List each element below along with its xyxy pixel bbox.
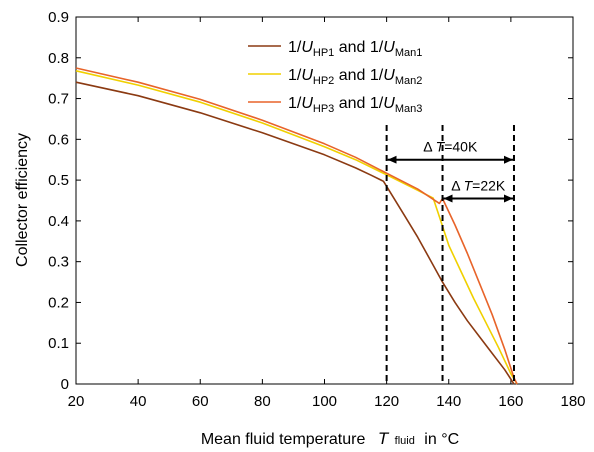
y-tick-label: 0.9 xyxy=(48,9,69,26)
y-tick-label: 0.2 xyxy=(48,294,69,311)
y-tick-label: 0.6 xyxy=(48,131,69,148)
legend-label: 1/UHP2 and 1/UMan2 xyxy=(288,67,422,87)
y-tick-label: 0.4 xyxy=(48,213,69,230)
y-axis-ticks: 0 0.1 0.2 0.3 0.4 0.5 0.6 0.7 0.8 0.9 xyxy=(48,9,573,393)
series-line-2 xyxy=(75,70,518,385)
delta-label: Δ T=22K xyxy=(451,177,506,193)
x-tick-label: 100 xyxy=(312,393,337,410)
series-line-3 xyxy=(75,67,518,385)
y-tick-label: 0.3 xyxy=(48,254,69,271)
annotations: Δ T=40K Δ T=22K xyxy=(387,139,513,203)
series-line-1 xyxy=(75,81,515,385)
series-lines xyxy=(75,67,518,385)
x-tick-label: 140 xyxy=(436,393,461,410)
x-tick-label: 60 xyxy=(192,393,209,410)
y-axis-label: Collector efficiency xyxy=(14,133,31,267)
x-axis-label-symbol: T xyxy=(378,429,390,448)
x-tick-label: 180 xyxy=(560,393,585,410)
x-axis-label-sub: fluid xyxy=(395,435,415,447)
reference-lines xyxy=(385,125,515,384)
x-axis-label-text: Mean fluid temperature xyxy=(201,431,366,448)
x-axis-label: Mean fluid temperature T fluid in °C xyxy=(201,429,459,448)
x-axis-ticks: 20 40 60 80 100 120 140 160 180 xyxy=(68,17,586,410)
x-tick-label: 20 xyxy=(68,393,85,410)
legend-entry: 1/UHP1 and 1/UMan1 xyxy=(248,39,422,59)
legend-entry: 1/UHP2 and 1/UMan2 xyxy=(248,67,422,87)
x-axis-label-unit: in °C xyxy=(424,431,459,448)
x-tick-label: 80 xyxy=(254,393,271,410)
legend-entry: 1/UHP3 and 1/UMan3 xyxy=(248,95,422,115)
x-tick-label: 160 xyxy=(498,393,523,410)
x-tick-label: 120 xyxy=(374,393,399,410)
legend: 1/UHP1 and 1/UMan1 1/UHP2 and 1/UMan2 1/… xyxy=(248,39,422,115)
y-tick-label: 0.5 xyxy=(48,172,69,189)
delta-label: Δ T=40K xyxy=(423,139,478,155)
x-tick-label: 40 xyxy=(130,393,147,410)
legend-label: 1/UHP1 and 1/UMan1 xyxy=(288,39,422,59)
y-tick-label: 0.8 xyxy=(48,50,69,67)
plot-area xyxy=(75,16,574,385)
y-tick-label: 0.7 xyxy=(48,91,69,108)
y-tick-label: 0.1 xyxy=(48,335,69,352)
legend-label: 1/UHP3 and 1/UMan3 xyxy=(288,95,422,115)
y-tick-label: 0 xyxy=(61,376,69,393)
